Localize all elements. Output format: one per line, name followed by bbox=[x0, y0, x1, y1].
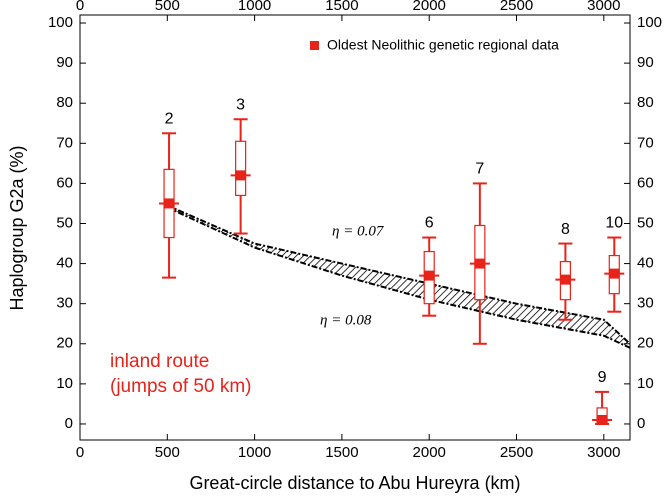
x-tick-label: 1500 bbox=[325, 444, 358, 461]
x-tick-label: 1000 bbox=[238, 444, 271, 461]
box-label: 9 bbox=[598, 369, 607, 386]
curve-label: η = 0.07 bbox=[332, 223, 385, 239]
y-tick-label: 70 bbox=[56, 134, 73, 151]
y-tick-label: 20 bbox=[56, 335, 73, 352]
x-tick-label: 0 bbox=[76, 444, 84, 461]
legend-marker bbox=[310, 41, 319, 50]
box-label: 3 bbox=[236, 96, 245, 113]
annotation: (jumps of 50 km) bbox=[110, 376, 251, 397]
y-tick-label-right: 20 bbox=[637, 335, 654, 352]
y-tick-label: 30 bbox=[56, 295, 73, 312]
x-tick-label-top: 2000 bbox=[413, 0, 446, 14]
x-tick-label-top: 2500 bbox=[500, 0, 533, 14]
y-tick-label-right: 0 bbox=[637, 415, 645, 432]
y-tick-label-right: 70 bbox=[637, 134, 654, 151]
y-tick-label: 0 bbox=[65, 415, 73, 432]
x-tick-label-top: 3000 bbox=[587, 0, 620, 14]
mean-marker bbox=[609, 268, 620, 279]
mean-marker bbox=[235, 170, 246, 181]
x-axis-title: Great-circle distance to Abu Hureyra (km… bbox=[189, 473, 520, 493]
y-tick-label: 60 bbox=[56, 174, 73, 191]
y-tick-label: 80 bbox=[56, 94, 73, 111]
mean-marker bbox=[164, 198, 175, 209]
box-label: 2 bbox=[165, 110, 174, 127]
y-tick-label-right: 50 bbox=[637, 214, 654, 231]
box-label: 8 bbox=[561, 221, 570, 238]
mean-marker bbox=[560, 274, 571, 285]
y-tick-label: 50 bbox=[56, 214, 73, 231]
y-tick-label: 90 bbox=[56, 54, 73, 71]
x-tick-label-top: 500 bbox=[155, 0, 180, 14]
y-tick-label-right: 30 bbox=[637, 295, 654, 312]
y-tick-label-right: 80 bbox=[637, 94, 654, 111]
y-tick-label-right: 60 bbox=[637, 174, 654, 191]
y-tick-label-right: 100 bbox=[637, 14, 662, 31]
box-label: 10 bbox=[605, 215, 623, 232]
x-tick-label: 2000 bbox=[413, 444, 446, 461]
y-tick-label-right: 90 bbox=[637, 54, 654, 71]
mean-marker bbox=[424, 270, 435, 281]
box-label: 6 bbox=[425, 215, 434, 232]
x-tick-label: 2500 bbox=[500, 444, 533, 461]
x-tick-label: 500 bbox=[155, 444, 180, 461]
y-tick-label-right: 40 bbox=[637, 255, 654, 272]
plot-frame bbox=[79, 14, 631, 441]
model-curve bbox=[166, 204, 631, 345]
y-axis-title: Haplogroup G2a (%) bbox=[7, 145, 27, 310]
x-tick-label-top: 0 bbox=[76, 0, 84, 14]
legend-label: Oldest Neolithic genetic regional data bbox=[327, 37, 559, 53]
y-tick-label: 40 bbox=[56, 255, 73, 272]
y-tick-label: 100 bbox=[48, 14, 73, 31]
curve-label: η = 0.08 bbox=[320, 312, 372, 328]
y-tick-label: 10 bbox=[56, 375, 73, 392]
box-label: 7 bbox=[475, 161, 484, 178]
box bbox=[235, 140, 247, 197]
mean-marker bbox=[474, 258, 485, 269]
y-tick-label-right: 10 bbox=[637, 375, 654, 392]
annotation: inland route bbox=[110, 351, 209, 372]
band-hatch bbox=[167, 205, 631, 348]
x-tick-label-top: 1000 bbox=[238, 0, 271, 14]
mean-marker bbox=[597, 414, 608, 425]
x-tick-label: 3000 bbox=[587, 444, 620, 461]
x-tick-label-top: 1500 bbox=[325, 0, 358, 14]
